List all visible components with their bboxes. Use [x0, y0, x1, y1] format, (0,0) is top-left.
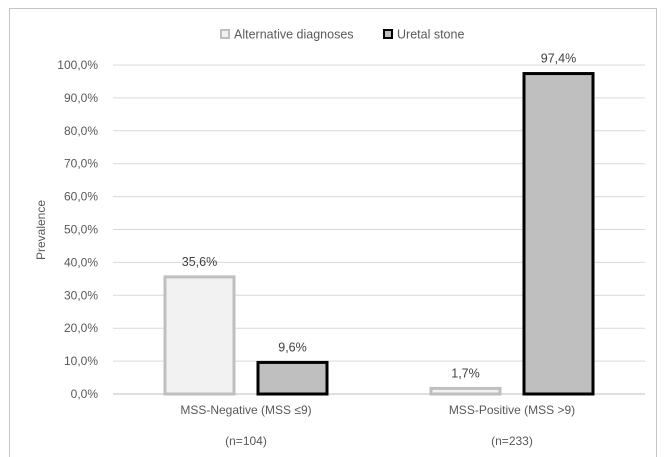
y-tick-label: 20,0%	[64, 321, 98, 335]
y-axis-ticks: 0,0% 10,0% 20,0% 30,0% 40,0% 50,0% 60,0% 70,0% 8…	[57, 58, 98, 401]
y-tick-label: 0,0%	[71, 387, 99, 401]
legend-swatch	[383, 29, 393, 39]
y-tick-label: 40,0%	[64, 255, 98, 269]
y-tick-label: 50,0%	[64, 223, 98, 237]
bars	[163, 72, 595, 396]
chart-frame	[9, 8, 657, 457]
x-category-sublabel: (n=104)	[225, 434, 267, 448]
y-tick-label: 10,0%	[64, 354, 98, 368]
x-category-label: MSS-Negative (MSS ≤9)	[180, 403, 311, 417]
x-category-sublabel: (n=233)	[491, 434, 533, 448]
y-axis-label: Prevalence	[34, 200, 48, 260]
y-tick-label: 70,0%	[64, 157, 98, 171]
y-tick-label: 100,0%	[57, 58, 98, 72]
legend-label: Uretal stone	[397, 28, 464, 42]
data-label: 9,6%	[278, 340, 307, 354]
bar	[522, 72, 595, 396]
x-category-label: MSS-Positive (MSS >9)	[449, 403, 575, 417]
legend-swatch	[220, 29, 230, 39]
data-label: 1,7%	[451, 366, 480, 380]
y-tick-label: 80,0%	[64, 124, 98, 138]
bar	[163, 275, 236, 396]
x-axis-categories: MSS-Negative (MSS ≤9) (n=104) MSS-Positive…	[180, 403, 575, 448]
data-label: 35,6%	[182, 255, 217, 269]
y-tick-label: 90,0%	[64, 91, 98, 105]
legend: Alternative diagnoses Uretal stone	[220, 28, 464, 42]
data-labels: 35,6% 9,6% 1,7% 97,4%	[182, 52, 576, 381]
legend-label: Alternative diagnoses	[234, 28, 354, 42]
data-label: 97,4%	[541, 52, 576, 66]
y-tick-label: 60,0%	[64, 190, 98, 204]
y-tick-label: 30,0%	[64, 288, 98, 302]
bar	[429, 386, 502, 396]
bar	[256, 360, 329, 396]
